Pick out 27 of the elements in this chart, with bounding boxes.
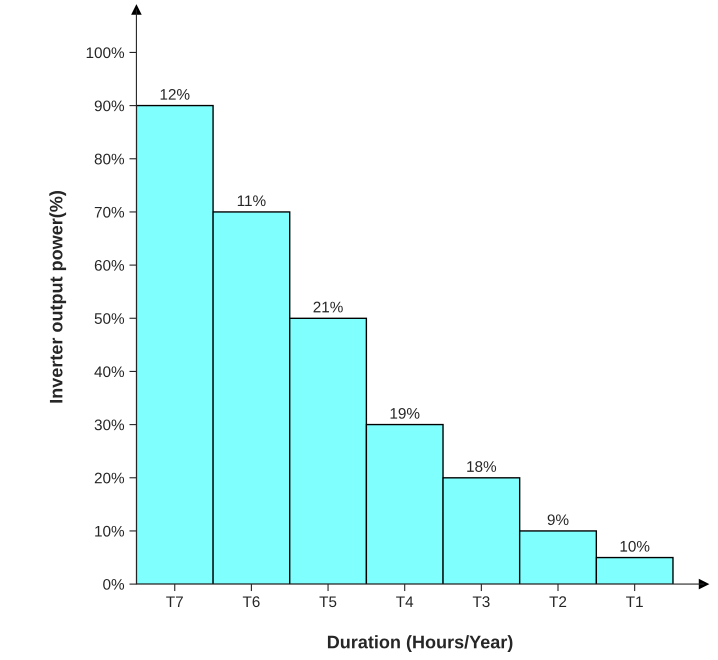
x-tick-label: T7 bbox=[166, 596, 183, 607]
y-tick-label: 40% bbox=[94, 366, 124, 378]
annotation: 21% bbox=[314, 302, 343, 312]
x-tick-label: T6 bbox=[242, 596, 260, 608]
y-tick-label: 60% bbox=[94, 260, 124, 271]
y-tick-label: 50% bbox=[94, 313, 124, 324]
y-tick-label: 80% bbox=[94, 154, 124, 164]
x-tick-label: T3 bbox=[472, 596, 490, 608]
y-tick-label: 0% bbox=[103, 578, 124, 590]
annotation: 18% bbox=[467, 461, 496, 472]
y-tick-label: 90% bbox=[94, 100, 124, 112]
x-tick-label: T1 bbox=[626, 596, 643, 607]
x-axis-title: Duration (Hours/Year) bbox=[328, 635, 512, 652]
x-tick-label: T2 bbox=[549, 596, 566, 607]
x-tick-label: T4 bbox=[396, 596, 414, 607]
x-tick-label: T5 bbox=[319, 596, 336, 608]
annotation: 9% bbox=[548, 514, 568, 526]
annotation: 12% bbox=[160, 88, 190, 100]
y-tick-label: 20% bbox=[94, 472, 124, 484]
y-axis-title: Inverter output power(%) bbox=[49, 191, 66, 403]
y-tick-label: 70% bbox=[94, 206, 124, 218]
annotation: 11% bbox=[238, 195, 266, 206]
annotation: 10% bbox=[620, 540, 650, 552]
y-tick-label: 10% bbox=[95, 526, 124, 537]
y-tick-label: 30% bbox=[94, 419, 124, 430]
annotation: 19% bbox=[390, 408, 420, 419]
y-tick-label: 100% bbox=[86, 47, 124, 58]
